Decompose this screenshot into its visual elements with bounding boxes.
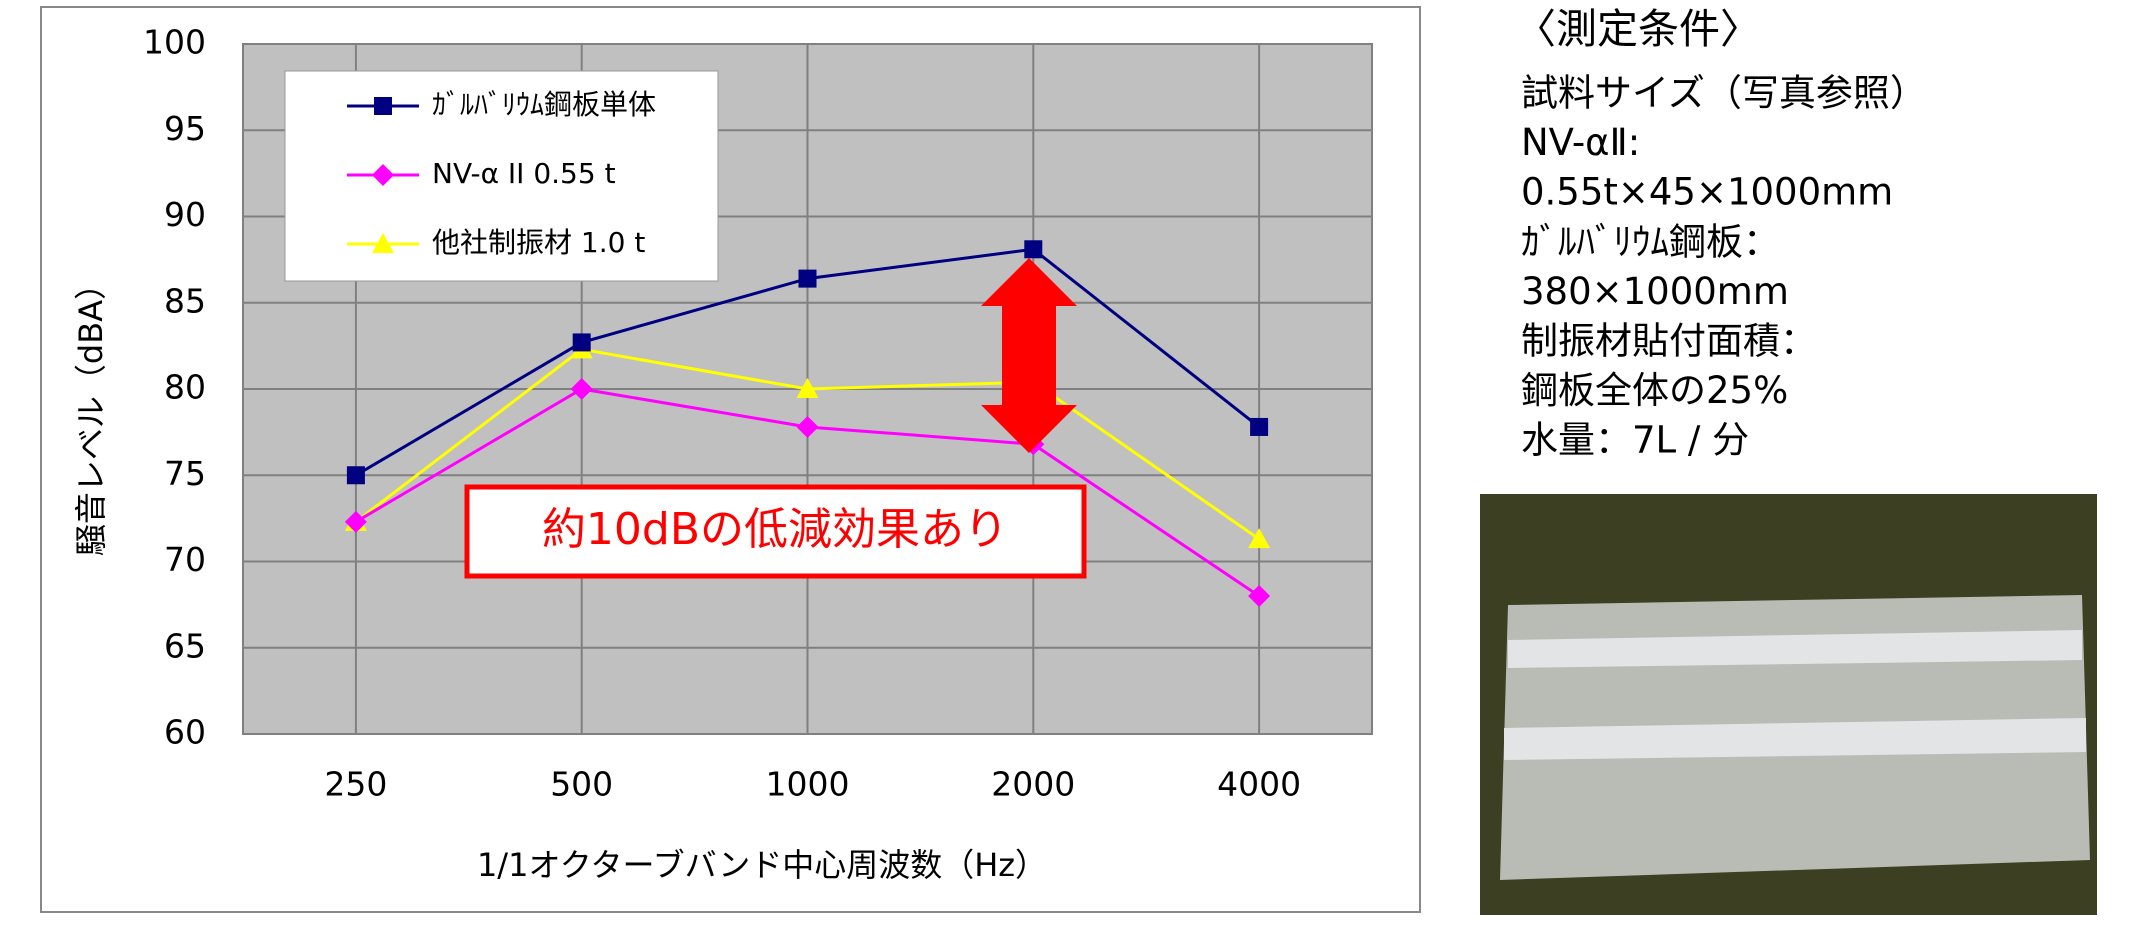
side-line: ｶﾞﾙﾊﾞﾘｳﾑ鋼板：: [1521, 220, 1780, 263]
marker: [372, 233, 394, 253]
side-line: NV-αⅡ:: [1521, 121, 1640, 164]
marker: [346, 466, 365, 485]
marker: [796, 378, 819, 398]
side-line: 380×1000mm: [1521, 270, 1789, 313]
photo-strip: [1504, 718, 2086, 760]
x-tick-label: 250: [324, 765, 387, 804]
x-tick-label: 500: [550, 765, 613, 804]
marker: [1248, 585, 1271, 607]
y-tick-label: 100: [143, 23, 206, 62]
legend-label: ｶﾞﾙﾊﾞﾘｳﾑ鋼板単体: [432, 88, 656, 121]
marker: [372, 164, 394, 186]
y-tick-label: 80: [164, 368, 206, 407]
side-line: 鋼板全体の25%: [1521, 369, 1788, 412]
marker: [570, 378, 593, 400]
marker: [572, 333, 591, 352]
marker: [344, 510, 367, 533]
y-tick-label: 90: [164, 195, 206, 234]
x-tick-label: 1000: [766, 765, 850, 804]
legend-label: 他社制振材 1.0 t: [432, 226, 645, 259]
y-tick-label: 60: [164, 713, 206, 752]
y-tick-label: 70: [164, 540, 206, 579]
y-tick-label: 85: [164, 281, 206, 320]
marker: [1024, 240, 1043, 259]
legend: ｶﾞﾙﾊﾞﾘｳﾑ鋼板単体 NV-α II 0.55 t 他社制振材 1.0 t: [347, 88, 656, 259]
photo-strip: [1508, 630, 2082, 668]
y-axis-label: 騒音レベル（dBA）: [72, 268, 110, 556]
marker: [1250, 417, 1269, 436]
y-tick-label: 65: [164, 626, 206, 665]
series-group: [344, 240, 1271, 607]
y-tick-label: 75: [164, 454, 206, 493]
side-line: 水量：7L / 分: [1521, 419, 1749, 462]
marker: [798, 269, 817, 288]
side-line: 0.55t×45×1000mm: [1521, 171, 1893, 214]
side-text: 試料サイズ（写真参照） NV-αⅡ: 0.55t×45×1000mm ｶﾞﾙﾊﾞﾘｳﾑ…: [1521, 72, 1927, 462]
side-title: 〈測定条件〉: [1515, 5, 1761, 53]
x-tick-label: 4000: [1217, 765, 1301, 804]
x-axis-label: 1/1オクターブバンド中心周波数（Hz）: [477, 846, 1047, 884]
marker: [374, 97, 392, 115]
annotation: 約10dBの低減効果あり: [542, 504, 1008, 555]
annotation-box: [464, 484, 1087, 579]
legend-label: NV-α II 0.55 t: [432, 157, 616, 190]
side-line: 試料サイズ（写真参照）: [1521, 72, 1927, 115]
side-line: 制振材貼付面積：: [1521, 320, 1817, 363]
marker: [1248, 528, 1271, 549]
reduction-arrow: [981, 258, 1077, 453]
y-tick-label: 95: [164, 109, 206, 148]
x-tick-label: 2000: [991, 765, 1075, 804]
marker: [796, 415, 819, 438]
